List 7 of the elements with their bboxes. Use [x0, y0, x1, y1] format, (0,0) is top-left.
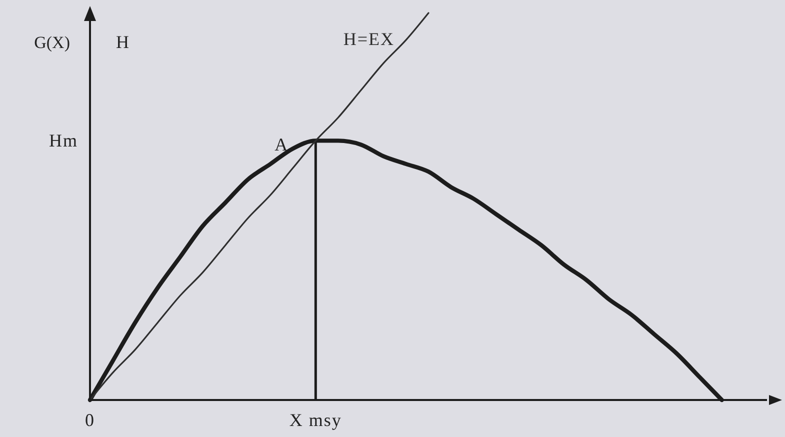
x-tick-label: 0: [85, 410, 95, 430]
annotation: H: [116, 32, 130, 52]
annotation: A: [274, 134, 288, 155]
text: Hm: [49, 130, 78, 151]
y-axis-title: G(X): [34, 33, 70, 52]
series-label: H=EX: [343, 29, 394, 49]
x-tick-label: X msy: [289, 410, 342, 430]
